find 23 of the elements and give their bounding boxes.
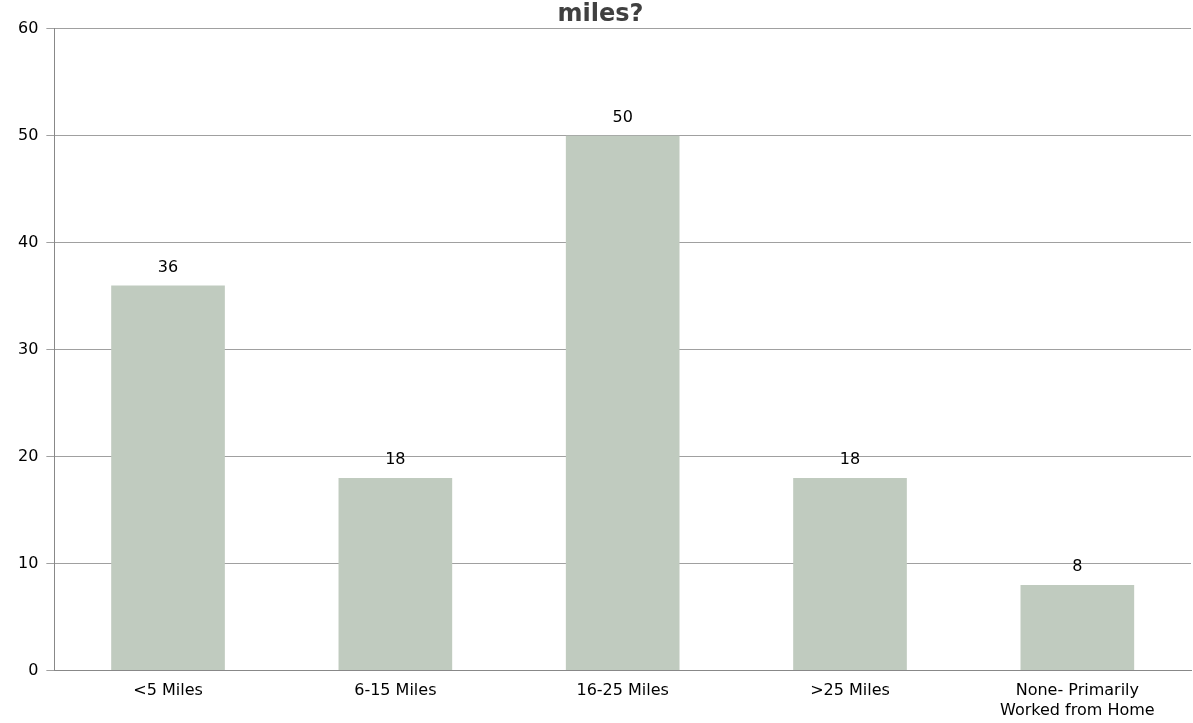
x-tick-label: 16-25 Miles	[576, 680, 669, 700]
bar	[111, 285, 225, 671]
x-tick-label: <5 Miles	[133, 680, 203, 700]
x-tick-label: None- Primarily Worked from Home	[1000, 680, 1155, 719]
data-label: 50	[612, 106, 633, 126]
x-tick-label: >25 Miles	[810, 680, 890, 700]
y-tick-label: 30	[18, 338, 39, 358]
bar	[1020, 585, 1135, 671]
data-label: 36	[157, 256, 179, 276]
x-tick-label: 6-15 Miles	[354, 680, 437, 700]
y-tick-label: 20	[18, 445, 39, 465]
y-tick-label: 60	[18, 17, 39, 37]
y-tick-label: 50	[18, 124, 39, 144]
data-label: 8	[1072, 556, 1083, 576]
y-tick-label: 40	[18, 231, 39, 251]
y-tick-label: 10	[18, 552, 39, 572]
bar	[565, 135, 680, 671]
data-label: 18	[385, 449, 406, 469]
bar	[338, 478, 453, 671]
data-label: 18	[839, 449, 861, 469]
bar	[793, 478, 907, 671]
chart-title: miles?	[557, 0, 644, 27]
y-tick-label: 0	[28, 659, 39, 679]
